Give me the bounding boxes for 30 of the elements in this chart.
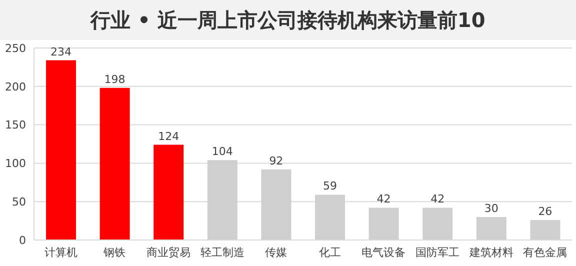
x-tick-label: 有色金属 <box>523 246 568 259</box>
chart-title: 行业 • 近一周上市公司接待机构来访量前10 <box>0 0 576 40</box>
data-label: 92 <box>269 154 284 168</box>
y-tick-label: 200 <box>5 80 26 94</box>
y-tick-label: 0 <box>19 234 26 247</box>
y-tick-label: 250 <box>5 42 26 55</box>
x-tick-label: 建筑材料 <box>468 246 514 259</box>
bar <box>46 60 76 240</box>
y-tick-label: 150 <box>5 118 26 132</box>
bar <box>100 88 130 240</box>
x-tick-label: 计算机 <box>44 246 78 259</box>
data-label: 234 <box>50 45 72 58</box>
bar <box>154 144 184 240</box>
data-label: 42 <box>376 192 391 206</box>
data-label: 26 <box>538 205 552 218</box>
data-label: 30 <box>484 202 498 215</box>
data-label: 104 <box>212 145 233 158</box>
y-tick-label: 100 <box>5 157 26 170</box>
x-tick-label: 传媒 <box>265 246 288 259</box>
x-tick-label: 商业贸易 <box>146 246 190 259</box>
data-label: 124 <box>158 130 180 143</box>
data-label: 42 <box>430 192 445 206</box>
x-tick-label: 轻工制造 <box>200 246 244 259</box>
x-tick-label: 钢铁 <box>102 246 126 259</box>
y-tick-label: 50 <box>12 196 26 209</box>
x-tick-label: 化工 <box>318 246 341 259</box>
data-label: 59 <box>323 180 337 193</box>
x-tick-label: 电气设备 <box>362 246 406 259</box>
data-label: 198 <box>104 72 126 86</box>
x-tick-label: 国防军工 <box>416 246 460 259</box>
